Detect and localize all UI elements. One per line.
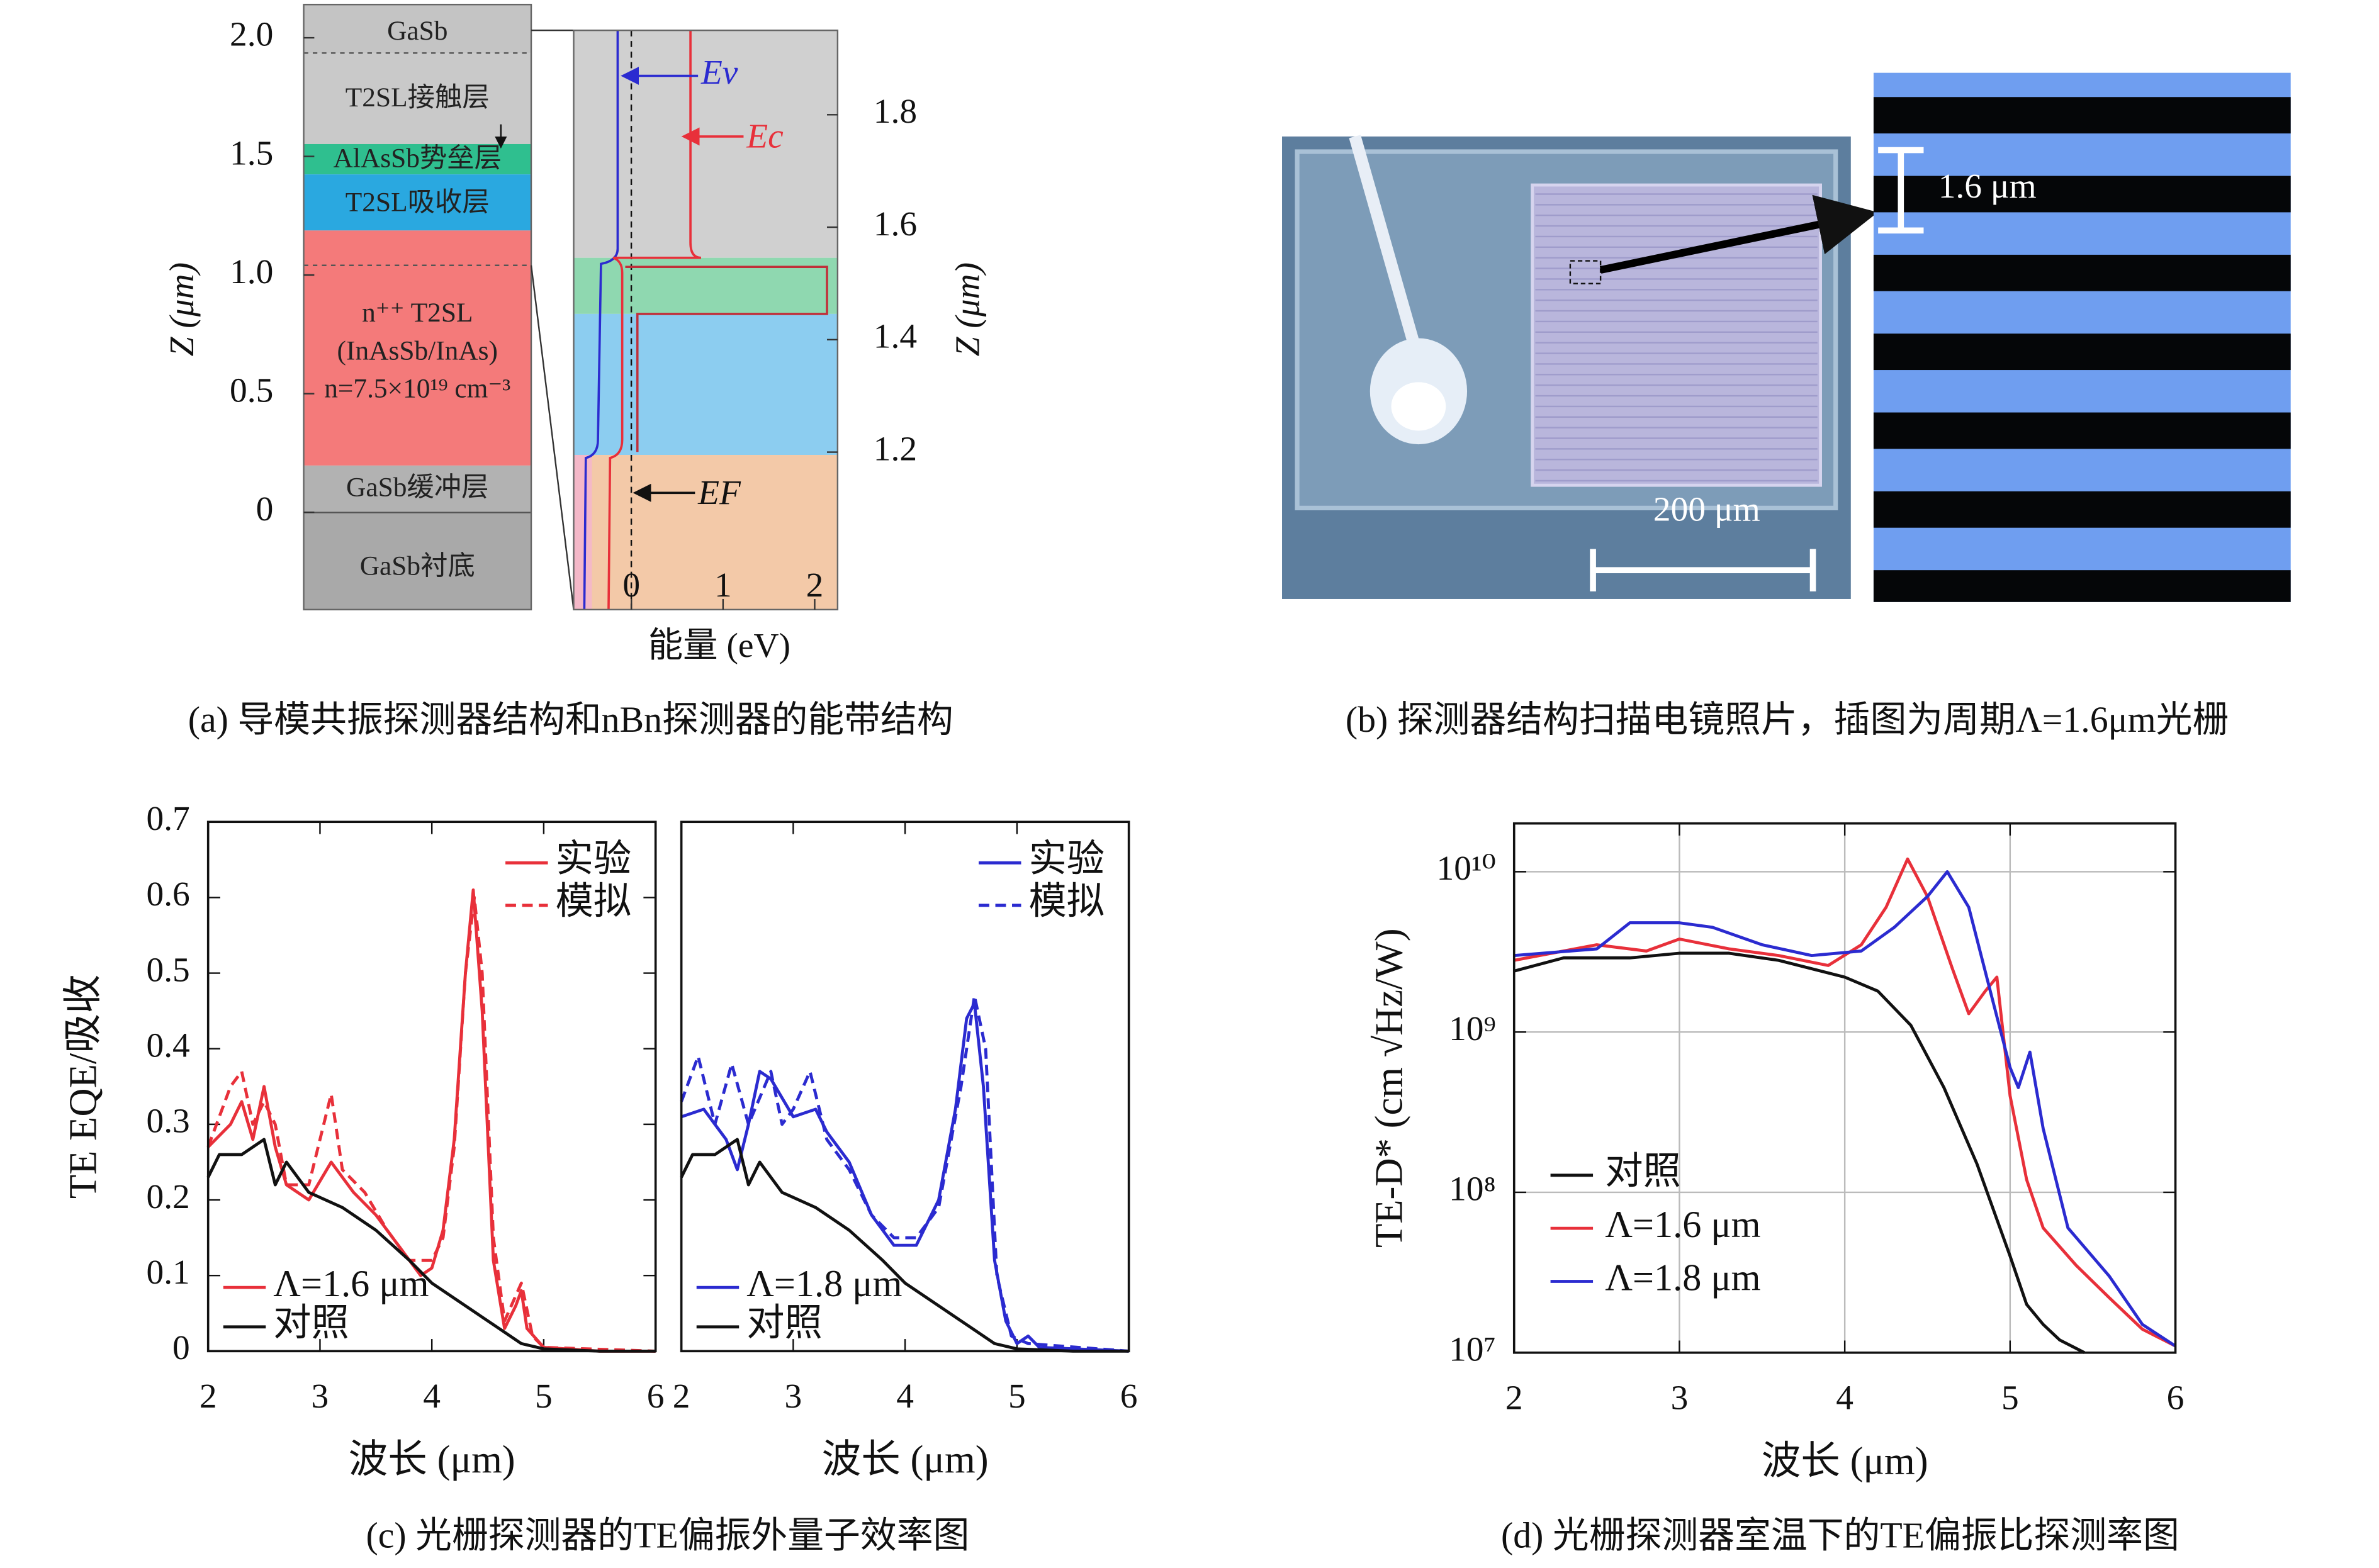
y2-axis-label: Z (μm) [948, 262, 987, 356]
x-tick-label: 2 [200, 1377, 217, 1415]
layer-label: GaSb [387, 16, 447, 46]
data-line [1514, 870, 2176, 1348]
grating-stripe [1873, 97, 2291, 134]
x-tick-label: 5 [535, 1377, 553, 1415]
layer-label: T2SL接触层 [346, 82, 490, 113]
layer-label: GaSb衬底 [360, 551, 475, 581]
y-tick-label: 0.1 [146, 1253, 189, 1291]
y-tick-label: 0.6 [146, 875, 189, 913]
band-label: Ev [700, 53, 738, 91]
layer-label: AlAsSb势垒层 [334, 143, 502, 173]
caption: (c) 光栅探测器的TE偏振外量子效率图 [366, 1515, 969, 1555]
legend-label: Λ=1.8 μm [1605, 1257, 1760, 1299]
x-tick-label: 3 [312, 1377, 329, 1415]
grating-stripe [1873, 254, 2291, 291]
y-axis-label: Z (μm) [162, 262, 201, 356]
band-label: EF [697, 473, 741, 512]
x-tick-label: 2 [673, 1377, 690, 1415]
data-line [1514, 951, 2086, 1354]
y-axis-label: TE-D* (cm √Hz/W) [1366, 928, 1410, 1248]
y-tick-label: 10⁷ [1449, 1330, 1496, 1368]
caption: (b) 探测器结构扫描电镜照片，插图为周期Λ=1.6μm光栅 [1346, 699, 2229, 740]
y2-tick-label: 1.8 [874, 92, 917, 130]
x-axis-label: 波长 (μm) [349, 1437, 515, 1481]
grating-stripe [1873, 570, 2291, 602]
data-line [680, 1138, 1129, 1353]
band-diagram [530, 29, 839, 611]
x-tick-label: 2 [806, 566, 824, 604]
legend-label: 对照 [746, 1302, 823, 1345]
y-tick-label: 10⁹ [1449, 1009, 1496, 1048]
legend-label: 实验 [1029, 838, 1105, 880]
data-line [1514, 857, 2176, 1348]
y2-tick-label: 1.2 [874, 429, 917, 468]
y-tick-label: 0.7 [146, 799, 189, 837]
x-axis-label: 能量 (eV) [648, 626, 790, 664]
x-tick-label: 6 [647, 1377, 665, 1415]
scale-label: 1.6 μm [1938, 167, 2037, 205]
legend-label: Λ=1.6 μm [273, 1263, 429, 1305]
x-tick-label: 4 [896, 1377, 914, 1415]
y-tick-label: 0.2 [146, 1177, 189, 1216]
sem-image [1282, 72, 2291, 602]
y2-tick-label: 1.6 [874, 204, 917, 243]
x-tick-label: 3 [785, 1377, 802, 1415]
x-axis-label: 波长 (μm) [822, 1437, 989, 1481]
legend-label: Λ=1.8 μm [746, 1263, 902, 1305]
grating-stripe [1873, 491, 2291, 528]
legend-label: Λ=1.6 μm [1605, 1204, 1760, 1246]
y-tick-label: 0.5 [146, 950, 189, 988]
y-tick-label: 1.0 [230, 252, 273, 291]
x-tick-label: 2 [1505, 1379, 1523, 1417]
legend-label: 对照 [273, 1302, 349, 1345]
x-tick-label: 3 [1671, 1379, 1689, 1417]
grating-stripe [1873, 333, 2291, 371]
grating-stripe [1873, 412, 2291, 449]
y-tick-label: 0 [256, 490, 274, 528]
legend-label: 实验 [556, 838, 632, 880]
y-tick-label: 0.4 [146, 1026, 189, 1064]
x-tick-label: 5 [1008, 1377, 1026, 1415]
layer-stack [303, 4, 532, 611]
layer-label: T2SL吸收层 [346, 187, 490, 217]
data-line [206, 1138, 656, 1353]
band-label: Ec [746, 116, 783, 155]
y-tick-label: 1.5 [230, 133, 273, 172]
grating-stripe [1873, 176, 2291, 213]
layer-label: (InAsSb/InAs) [337, 335, 498, 366]
legend-label: 模拟 [1029, 881, 1105, 923]
legend-label: 模拟 [556, 881, 632, 923]
caption: (d) 光栅探测器室温下的TE偏振比探测率图 [1501, 1515, 2179, 1555]
scale-label: 200 μm [1653, 490, 1760, 528]
legend-label: 对照 [1605, 1151, 1681, 1193]
x-tick-label: 1 [714, 566, 732, 604]
layer-label: GaSb缓冲层 [346, 472, 489, 502]
y2-tick-label: 1.4 [874, 317, 917, 356]
x-tick-label: 0 [622, 566, 640, 604]
y-tick-label: 10⁸ [1449, 1170, 1496, 1208]
layer-label: n=7.5×10¹⁹ cm⁻³ [324, 374, 510, 404]
x-axis-label: 波长 (μm) [1762, 1438, 1928, 1482]
y-tick-label: 0 [172, 1328, 190, 1367]
x-tick-label: 6 [1120, 1377, 1138, 1415]
plot-frame [680, 820, 1130, 1353]
y-axis-label: TE EQE/吸收 [60, 974, 104, 1199]
plot-frame [206, 820, 657, 1353]
y-tick-label: 0.5 [230, 371, 273, 409]
y-tick-label: 2.0 [230, 15, 273, 53]
plot-frame [1512, 822, 2177, 1354]
y-tick-label: 0.3 [146, 1102, 189, 1140]
y-tick-label: 10¹⁰ [1437, 849, 1496, 887]
layer-label: n⁺⁺ T2SL [362, 298, 473, 328]
x-tick-label: 5 [2001, 1379, 2019, 1417]
x-tick-label: 4 [423, 1377, 441, 1415]
caption: (a) 导模共振探测器结构和nBn探测器的能带结构 [188, 699, 953, 740]
x-tick-label: 4 [1836, 1379, 1853, 1417]
x-tick-label: 6 [2167, 1379, 2185, 1417]
